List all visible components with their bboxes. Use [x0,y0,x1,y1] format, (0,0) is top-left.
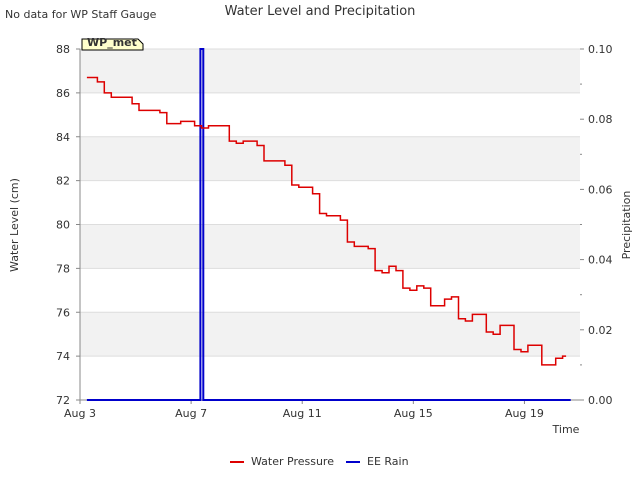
y-tick-label: 82 [56,175,70,188]
y-tick-label: 86 [56,87,70,100]
y-tick-label: 78 [56,262,70,275]
y2-axis-label: Precipitation [620,191,633,260]
series-water-pressure [86,76,567,366]
grid-band [80,268,580,313]
station-badge-box [81,38,144,51]
legend: Water Pressure EE Rain [230,455,409,468]
y-axis-label: Water Level (cm) [8,178,21,272]
legend-item-water-pressure[interactable]: Water Pressure [230,455,334,468]
grid-band [80,224,580,269]
no-data-note: No data for WP Staff Gauge [5,8,157,21]
legend-item-ee-rain[interactable]: EE Rain [346,455,409,468]
y-tick-label: 88 [56,43,70,56]
x-axis-label: Time [552,423,580,436]
x-tick-label: Aug 15 [394,407,433,420]
y2-tick-label: 0.04 [588,254,613,267]
y-tick-label: 72 [56,394,70,407]
grid-band [80,136,580,181]
x-tick-label: Aug 3 [64,407,96,420]
legend-label-water-pressure: Water Pressure [251,455,334,468]
grid-band [80,92,580,137]
y2-tick-label: 0.10 [588,43,613,56]
grid-band [80,49,580,93]
left-y-ticks: 72 74 76 78 80 82 84 86 88 [56,43,80,407]
legend-label-ee-rain: EE Rain [367,455,409,468]
series-ee-rain [86,48,571,401]
station-badge: WP_met [81,36,144,51]
y-tick-label: 74 [56,350,70,363]
y-tick-label: 76 [56,306,70,319]
right-y-ticks: 0.00 0.02 0.04 0.06 0.08 0.10 [580,43,613,407]
grid-band [80,312,580,357]
y2-tick-label: 0.02 [588,324,613,337]
y2-tick-label: 0.06 [588,183,613,196]
y2-tick-label: 0.08 [588,113,613,126]
series-layer [86,48,571,401]
y-tick-label: 84 [56,131,70,144]
station-badge-label: WP_met [87,36,137,49]
background-bands [80,49,580,400]
x-tick-label: Aug 11 [283,407,322,420]
grid-band [80,180,580,225]
x-tick-label: Aug 19 [505,407,544,420]
x-tick-label: Aug 7 [175,407,207,420]
x-ticks: Aug 3 Aug 7 Aug 11 Aug 15 Aug 19 [64,400,544,420]
y2-tick-label: 0.00 [588,394,613,407]
y-tick-label: 80 [56,219,70,232]
grid-band [80,356,580,400]
chart-title: Water Level and Precipitation [225,4,416,19]
